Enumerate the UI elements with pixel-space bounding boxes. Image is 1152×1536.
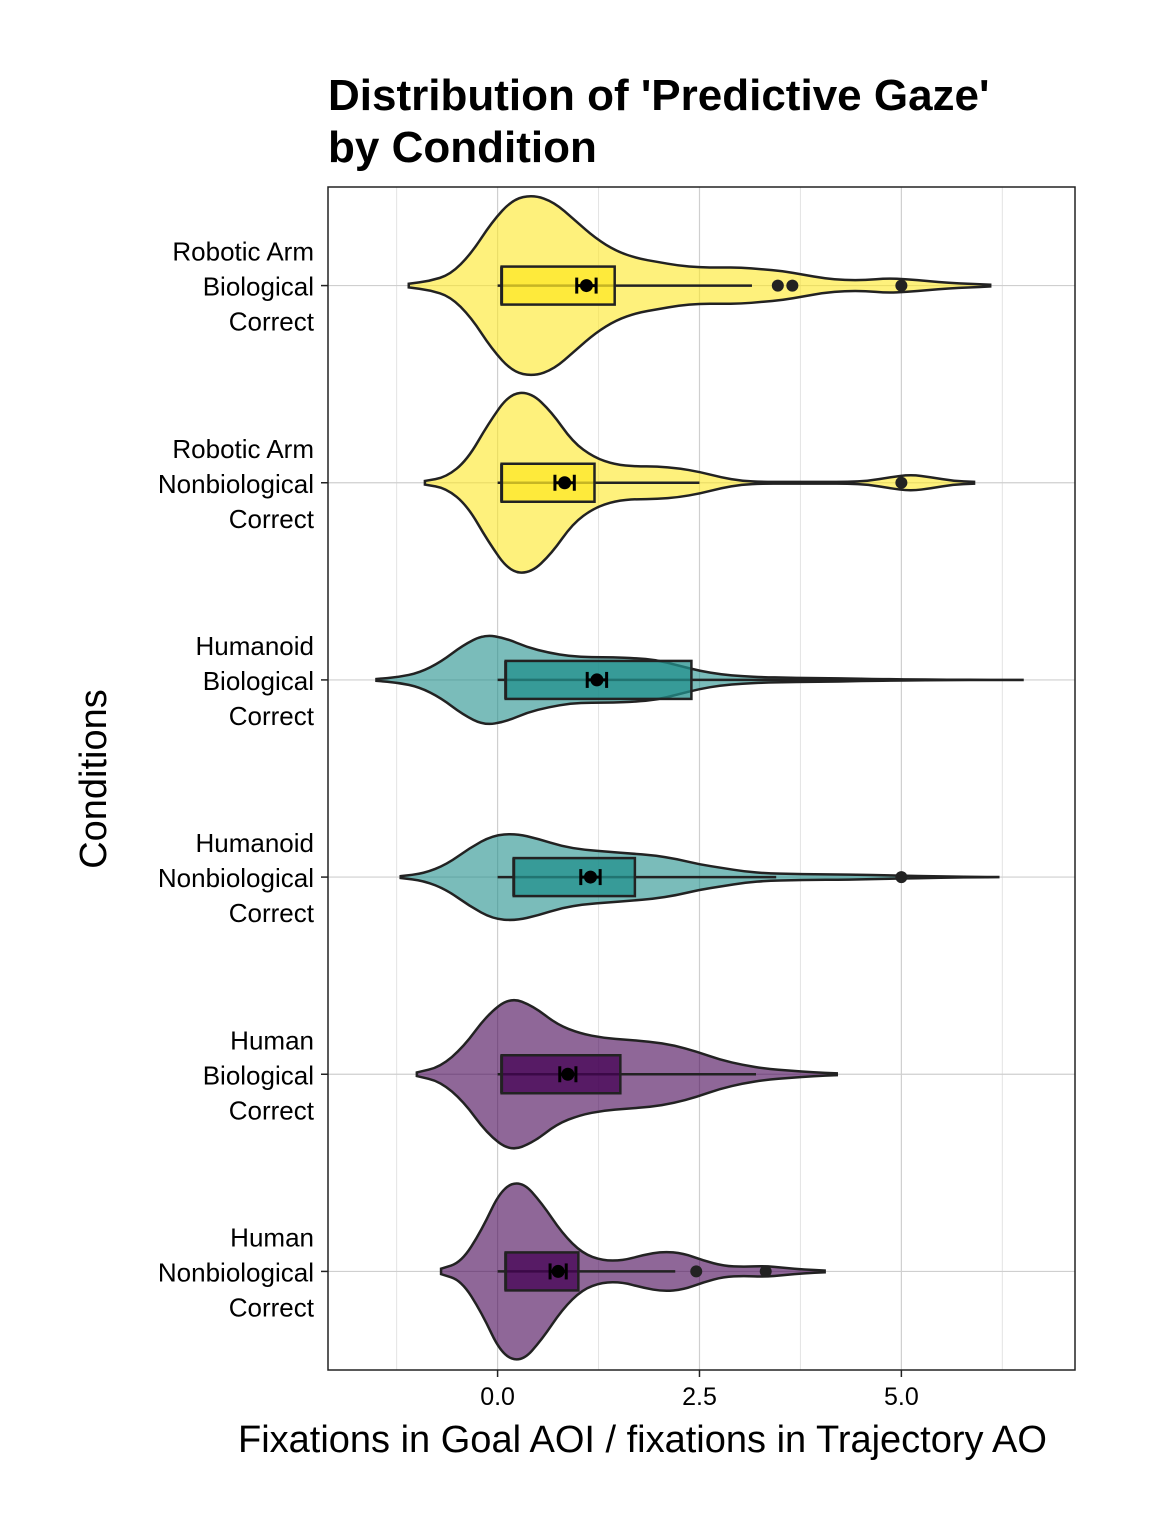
x-tick-label: 5.0 — [884, 1383, 919, 1411]
grid — [328, 187, 1075, 1370]
y-tick-label: Humanoid — [195, 828, 314, 858]
violin-group — [407, 195, 992, 377]
x-axis-title: Fixations in Goal AOI / fixations in Tra… — [238, 1419, 1047, 1461]
y-tick-label: Nonbiological — [158, 1257, 314, 1287]
outlier-point — [895, 476, 908, 489]
y-tick-label: Biological — [203, 1060, 314, 1090]
outlier-point — [895, 279, 908, 292]
outlier-point — [786, 279, 799, 292]
mean-point — [561, 1067, 575, 1081]
violin-group — [439, 1182, 826, 1361]
y-tick-label: Robotic Arm — [172, 237, 314, 267]
y-tick-label: Nonbiological — [158, 863, 314, 893]
y-tick-label: Correct — [229, 1292, 315, 1322]
y-tick-label: Robotic Arm — [172, 434, 314, 464]
y-tick-label: Human — [230, 1222, 314, 1252]
y-axis-title: Conditions — [73, 689, 115, 869]
y-tick-label: Biological — [203, 666, 314, 696]
x-tick-label: 2.5 — [682, 1383, 717, 1411]
mean-point — [579, 279, 593, 293]
plot-panel-border — [327, 186, 1076, 1371]
outlier-point — [690, 1265, 703, 1278]
y-tick-label: Human — [230, 1025, 314, 1055]
violin-group — [415, 998, 839, 1150]
violin-group — [375, 634, 1024, 726]
box — [500, 462, 596, 503]
box — [500, 265, 616, 306]
y-tick-label: Biological — [203, 272, 314, 302]
y-tick-label: Correct — [229, 1095, 315, 1125]
box — [512, 856, 637, 898]
y-axis-labels: Robotic Arm Biological Correct Robotic Arm N… — [158, 237, 328, 1322]
y-tick-label: Humanoid — [195, 631, 314, 661]
violin-group — [423, 391, 976, 574]
violins — [375, 195, 1024, 1361]
y-tick-label: Nonbiological — [158, 469, 314, 499]
y-tick-label: Correct — [229, 898, 315, 928]
violin-group — [399, 832, 1000, 922]
x-tick-label: 0.0 — [480, 1383, 515, 1411]
y-tick-label: Correct — [229, 504, 315, 534]
outlier-point — [895, 871, 908, 884]
chart-title-line-2: by Condition — [328, 123, 597, 172]
y-tick-label: Correct — [229, 307, 315, 337]
outlier-point — [759, 1265, 772, 1278]
y-tick-label: Correct — [229, 701, 315, 731]
chart-title-line-1: Distribution of 'Predictive Gaze' — [328, 71, 989, 120]
mean-point — [590, 673, 604, 687]
outlier-point — [771, 279, 784, 292]
x-axis-ticks: 0.0 2.5 5.0 — [480, 1370, 919, 1411]
mean-point — [551, 1264, 565, 1278]
mean-point — [558, 476, 572, 490]
mean-point — [583, 870, 597, 884]
